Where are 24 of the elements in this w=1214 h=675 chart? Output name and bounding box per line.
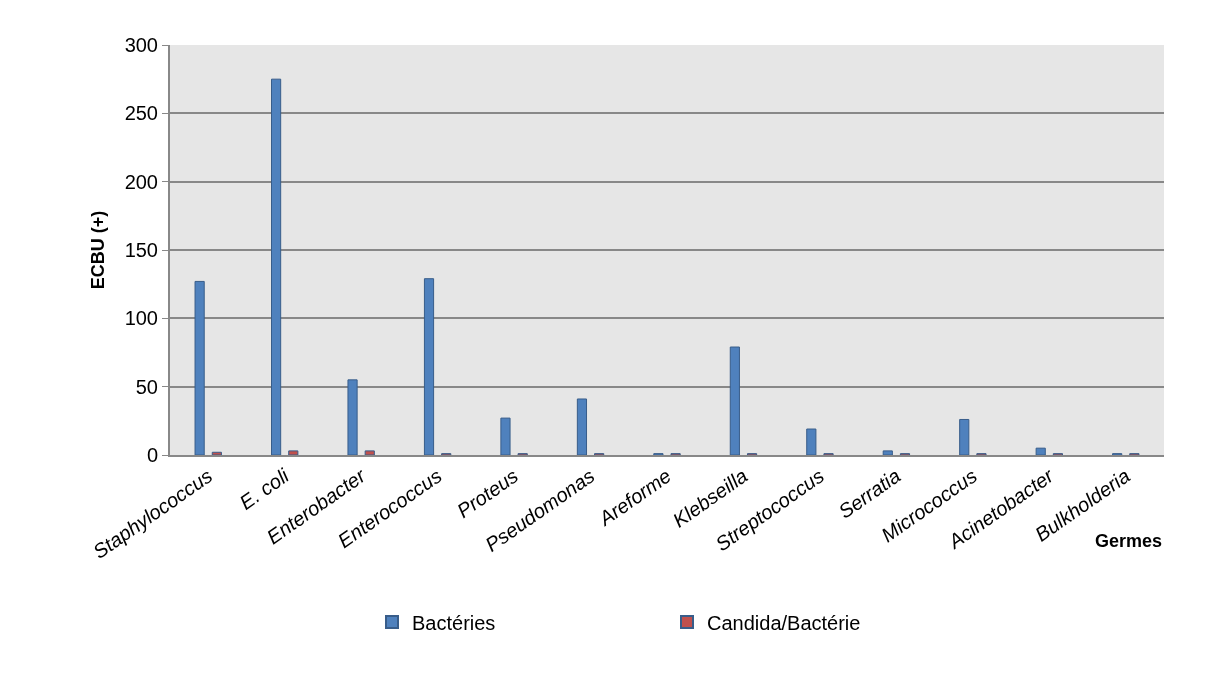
y-tick-label: 0 [146,444,158,466]
bar [500,417,511,455]
bar [211,451,222,455]
bar [271,78,282,455]
legend-label: Candida/Bactérie [707,611,861,634]
y-tick-label: 50 [135,375,158,398]
bar [729,346,740,455]
y-tick-label: 100 [124,307,158,330]
bar [959,418,970,455]
bar [576,398,588,455]
y-tick-label: 200 [124,170,158,193]
y-tick-label: 300 [124,34,158,56]
y-tick-label: 250 [124,102,158,125]
bar [806,428,817,455]
legend-label: Bactéries [412,611,496,634]
bar [347,379,358,455]
y-axis-title: ECBU (+) [88,210,109,290]
bar [423,278,435,455]
y-tick-label: 150 [124,239,158,261]
bar [882,450,893,455]
bar [194,280,205,455]
bar [288,450,299,455]
bar [364,450,375,455]
bar [1035,447,1046,455]
